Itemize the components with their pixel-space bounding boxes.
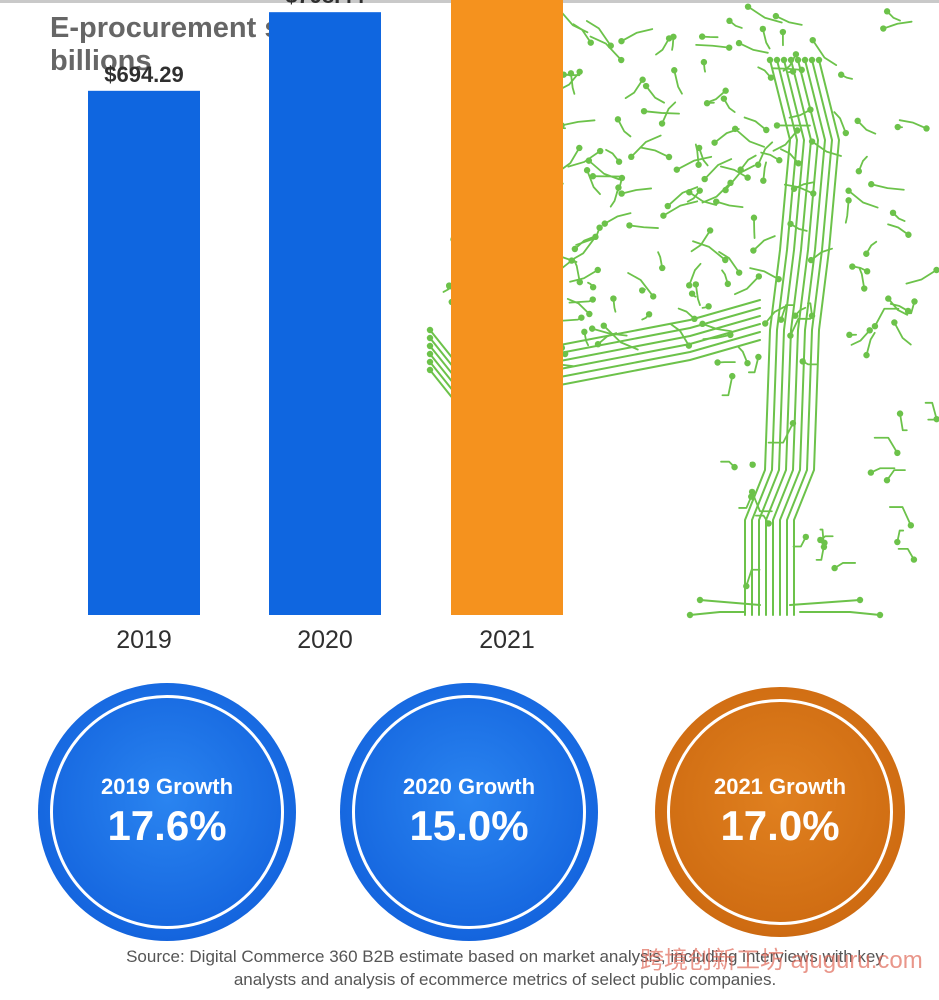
bar-2019 xyxy=(88,90,200,616)
growth-title: 2019 Growth xyxy=(100,774,234,799)
growth-ring xyxy=(667,699,893,925)
bar-2021 xyxy=(451,0,563,615)
watermark-text: 跨境创新工坊 ajuguru.com xyxy=(640,947,923,974)
source-note: Source: Digital Commerce 360 B2B estimat… xyxy=(126,947,884,989)
growth-value: 17.6% xyxy=(107,802,227,849)
growth-title: 2021 Growth xyxy=(713,774,847,799)
bar-2020 xyxy=(269,12,381,616)
growth-ring xyxy=(50,695,284,929)
growth-title: 2020 Growth xyxy=(402,774,536,799)
bar-value-label: $798.44 xyxy=(285,0,365,8)
growth-ring xyxy=(352,695,586,929)
x-tick-label: 2021 xyxy=(479,626,535,654)
growth-value: 15.0% xyxy=(409,802,529,849)
x-tick-label: 2019 xyxy=(116,626,172,654)
growth-circle-2020: 2020 Growth 15.0% xyxy=(340,683,598,941)
x-tick-label: 2020 xyxy=(297,626,353,654)
growth-circle-2021: 2021 Growth 17.0% xyxy=(655,687,905,937)
bar-value-label: $694.29 xyxy=(104,62,184,87)
growth-value: 17.0% xyxy=(720,802,840,849)
growth-circle-2019: 2019 Growth 17.6% xyxy=(38,683,296,941)
